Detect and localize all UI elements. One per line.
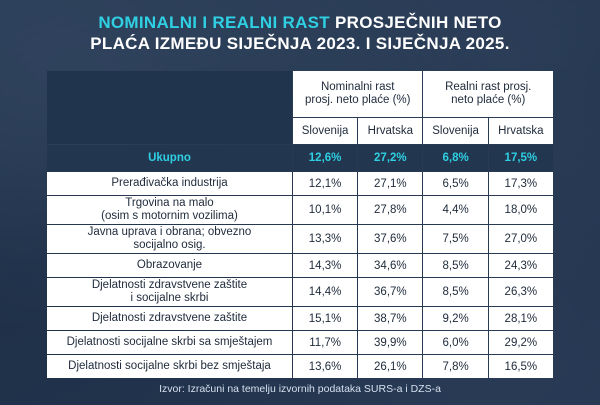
row-value: 7,8% xyxy=(423,355,488,378)
row-value: 39,9% xyxy=(358,331,423,354)
row-value: 13,3% xyxy=(292,225,358,253)
subheader-slovenija: Slovenija xyxy=(423,118,488,144)
row-value: 12,1% xyxy=(292,172,358,195)
row-value: 15,1% xyxy=(292,307,358,330)
title-highlight: NOMINALNI I REALNI RAST xyxy=(98,13,330,32)
row-value: 38,7% xyxy=(358,307,423,330)
row-value: 18,0% xyxy=(488,196,553,224)
table-row: Djelatnosti socijalne skrbi bez smještaj… xyxy=(47,355,553,378)
row-value: 26,1% xyxy=(358,355,423,378)
row-value: 27,8% xyxy=(358,196,423,224)
row-value: 17,3% xyxy=(488,172,553,195)
table-row: Javna uprava i obrana; obvezno socijalno … xyxy=(47,225,553,253)
row-value: 7,5% xyxy=(423,225,488,253)
row-category: Djelatnosti zdravstvene zaštite xyxy=(47,307,292,330)
row-value: 6,0% xyxy=(423,331,488,354)
row-category: Javna uprava i obrana; obvezno socijalno … xyxy=(47,225,292,253)
table-row: Prerađivačka industrija 12,1% 27,1% 6,5%… xyxy=(47,172,553,195)
total-row: Ukupno 12,6% 27,2% 6,8% 17,5% xyxy=(47,145,553,171)
row-value: 37,6% xyxy=(358,225,423,253)
row-value: 28,1% xyxy=(488,307,553,330)
subheader-hrvatska: Hrvatska xyxy=(488,118,553,144)
row-value: 29,2% xyxy=(488,331,553,354)
row-value: 8,5% xyxy=(423,254,488,277)
row-value: 8,5% xyxy=(423,278,488,306)
total-value: 27,2% xyxy=(358,145,423,171)
group-header-real: Realni rast prosj. neto plaće (%) xyxy=(423,71,553,117)
row-value: 26,3% xyxy=(488,278,553,306)
source-note: Izvor: Izračuni na temelju izvornih poda… xyxy=(159,383,441,395)
table-row: Djelatnosti socijalne skrbi sa smještaje… xyxy=(47,331,553,354)
title-line1-rest: PROSJEČNIH NETO xyxy=(329,13,502,32)
row-value: 14,3% xyxy=(292,254,358,277)
total-value: 17,5% xyxy=(488,145,553,171)
row-category: Djelatnosti socijalne skrbi sa smještaje… xyxy=(47,331,292,354)
table-row: Obrazovanje 14,3% 34,6% 8,5% 24,3% xyxy=(47,254,553,277)
table-row: Djelatnosti zdravstvene zaštite i socijal… xyxy=(47,278,553,306)
row-category: Obrazovanje xyxy=(47,254,292,277)
row-value: 24,3% xyxy=(488,254,553,277)
row-value: 27,0% xyxy=(488,225,553,253)
row-value: 36,7% xyxy=(358,278,423,306)
wage-growth-table: Nominalni rast prosj. neto plaće (%) Real… xyxy=(46,70,554,379)
group-header-nominal: Nominalni rast prosj. neto plaće (%) xyxy=(292,71,423,117)
total-value: 12,6% xyxy=(292,145,358,171)
row-value: 13,6% xyxy=(292,355,358,378)
row-category: Djelatnosti zdravstvene zaštite i socijal… xyxy=(47,278,292,306)
row-value: 9,2% xyxy=(423,307,488,330)
row-value: 27,1% xyxy=(358,172,423,195)
corner-cell xyxy=(47,71,292,144)
page-title: NOMINALNI I REALNI RAST PROSJEČNIH NETO … xyxy=(0,12,600,54)
total-value: 6,8% xyxy=(423,145,488,171)
subheader-hrvatska: Hrvatska xyxy=(358,118,423,144)
row-value: 14,4% xyxy=(292,278,358,306)
total-label: Ukupno xyxy=(47,145,292,171)
row-value: 34,6% xyxy=(358,254,423,277)
row-value: 10,1% xyxy=(292,196,358,224)
title-line2: PLAĆA IZMEĐU SIJEČNJA 2023. I SIJEČNJA 2… xyxy=(90,34,510,53)
row-value: 6,5% xyxy=(423,172,488,195)
row-category: Djelatnosti socijalne skrbi bez smještaj… xyxy=(47,355,292,378)
table-row: Djelatnosti zdravstvene zaštite 15,1% 38… xyxy=(47,307,553,330)
subheader-slovenija: Slovenija xyxy=(292,118,358,144)
row-value: 11,7% xyxy=(292,331,358,354)
row-value: 16,5% xyxy=(488,355,553,378)
row-category: Prerađivačka industrija xyxy=(47,172,292,195)
row-category: Trgovina na malo (osim s motornim vozilim… xyxy=(47,196,292,224)
row-value: 4,4% xyxy=(423,196,488,224)
table-row: Trgovina na malo (osim s motornim vozilim… xyxy=(47,196,553,224)
